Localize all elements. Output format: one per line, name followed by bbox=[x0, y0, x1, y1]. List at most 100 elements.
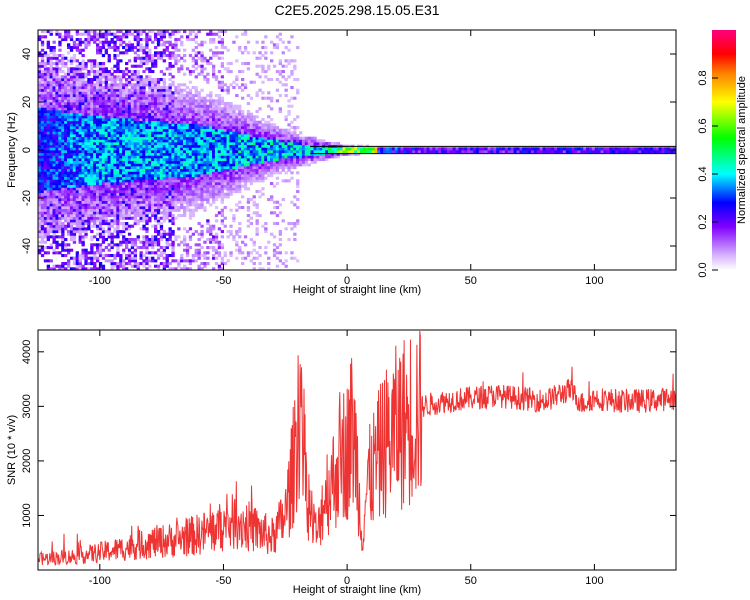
spectrogram-cell bbox=[110, 219, 114, 223]
spectrogram-cell bbox=[243, 136, 248, 140]
spectrogram-cell bbox=[209, 139, 213, 143]
spectrogram-cell bbox=[220, 131, 224, 135]
spectrogram-cell bbox=[104, 131, 108, 135]
spectrogram-cell bbox=[107, 174, 111, 178]
spectrogram-cell bbox=[171, 216, 175, 220]
spectrogram-cell bbox=[72, 110, 77, 114]
spectrogram-cell bbox=[154, 128, 158, 132]
spectrogram-cell bbox=[171, 222, 175, 226]
spectrogram-cell bbox=[133, 96, 137, 100]
spectrogram-cell bbox=[209, 32, 213, 36]
spectrogram-cell bbox=[180, 150, 184, 154]
spectrogram-cell bbox=[116, 158, 120, 162]
spectrogram-cell bbox=[249, 168, 253, 172]
spectrogram-cell bbox=[148, 107, 152, 111]
spectrogram-cell bbox=[171, 80, 175, 84]
spectrogram-cell bbox=[49, 163, 53, 167]
spectrogram-cell bbox=[40, 219, 45, 223]
spectrogram-cell bbox=[46, 187, 50, 191]
spectrogram-cell bbox=[197, 128, 201, 132]
spectrogram-cell bbox=[55, 30, 59, 34]
spectrogram-cell bbox=[84, 64, 88, 68]
spectrogram-cell bbox=[183, 155, 187, 159]
spectrogram-cell bbox=[130, 243, 135, 247]
spectrogram-cell bbox=[116, 67, 120, 71]
spectrogram-cell bbox=[43, 75, 48, 79]
spectrogram-cell bbox=[130, 163, 135, 167]
spectrogram-cell bbox=[130, 179, 135, 183]
spectrogram-cell bbox=[209, 203, 213, 207]
spectrogram-cell bbox=[46, 96, 50, 100]
spectrogram-cell bbox=[107, 155, 111, 159]
spectrogram-cell bbox=[38, 136, 42, 140]
spectrogram-cell bbox=[142, 155, 146, 159]
spectrogram-cell bbox=[107, 72, 111, 76]
spectrogram-cell bbox=[67, 144, 71, 148]
spectrogram-cell bbox=[75, 222, 79, 226]
spectrogram-cell bbox=[52, 248, 56, 252]
spectrogram-cell bbox=[110, 88, 114, 92]
spectrogram-cell bbox=[188, 216, 193, 220]
spectrogram-cell bbox=[145, 198, 149, 202]
spectrogram-cell bbox=[194, 206, 198, 210]
spectrogram-cell bbox=[104, 134, 108, 138]
spectrogram-cell bbox=[217, 96, 222, 100]
spectrogram-cell bbox=[212, 123, 216, 127]
spectrogram-cell bbox=[61, 59, 65, 63]
spectrogram-cell bbox=[243, 179, 248, 183]
spectrogram-cell bbox=[84, 203, 88, 207]
spectrogram-cell bbox=[122, 75, 126, 79]
spectrogram-cell bbox=[243, 168, 248, 172]
spectrogram-cell bbox=[133, 144, 137, 148]
spectrogram-cell bbox=[203, 67, 207, 71]
spectrogram-cell bbox=[125, 190, 129, 194]
spectrogram-cell bbox=[125, 46, 129, 50]
spectrogram-cell bbox=[194, 102, 198, 106]
spectrogram-cell bbox=[212, 70, 216, 74]
spectrogram-cell bbox=[69, 96, 74, 100]
spectrogram-cell bbox=[148, 158, 152, 162]
spectrogram-cell bbox=[185, 115, 190, 119]
spectrogram-cell bbox=[78, 206, 82, 210]
spectrogram-cell bbox=[58, 195, 62, 199]
spectrogram-cell bbox=[226, 128, 230, 132]
spectrogram-cell bbox=[72, 182, 77, 186]
spectrogram-cell bbox=[177, 112, 181, 116]
spectrogram-cell bbox=[197, 94, 201, 98]
spectrogram-cell bbox=[43, 230, 48, 234]
spectrogram-cell bbox=[171, 102, 175, 106]
spectrogram-cell bbox=[238, 147, 242, 151]
spectrogram-cell bbox=[139, 144, 143, 148]
spectrogram-cell bbox=[113, 104, 117, 108]
spectrogram-cell bbox=[107, 227, 111, 231]
spectrogram-cell bbox=[229, 166, 233, 170]
spectrogram-cell bbox=[232, 155, 236, 159]
spectrogram-cell bbox=[232, 163, 236, 167]
spectrogram-cell bbox=[67, 142, 71, 146]
spectrogram-cell bbox=[139, 184, 143, 188]
spectrogram-cell bbox=[119, 168, 123, 172]
spectrogram-cell bbox=[171, 120, 175, 124]
spectrogram-cell bbox=[183, 163, 187, 167]
spectrogram-cell bbox=[249, 238, 253, 242]
spectrogram-cell bbox=[241, 78, 245, 82]
spectrogram-cell bbox=[46, 86, 50, 90]
spectrogram-cell bbox=[125, 128, 129, 132]
spectrogram-cell bbox=[107, 104, 111, 108]
spectrogram-cell bbox=[119, 78, 123, 82]
spectrogram-cell bbox=[142, 187, 146, 191]
spectrogram-cell bbox=[101, 128, 106, 132]
spectrogram-cell bbox=[107, 99, 111, 103]
spectrogram-cell bbox=[243, 46, 248, 50]
spectrogram-cell bbox=[98, 35, 103, 39]
spectrogram-cell bbox=[156, 192, 161, 196]
spectrogram-cell bbox=[84, 195, 88, 199]
spectrogram-cell bbox=[171, 107, 175, 111]
spectrogram-cell bbox=[177, 150, 181, 154]
spectrogram-cell bbox=[72, 70, 77, 74]
spectrogram-cell bbox=[223, 104, 227, 108]
spectrogram-cell bbox=[177, 104, 181, 108]
spectrogram-cell bbox=[104, 254, 108, 258]
spectrogram-cell bbox=[139, 78, 143, 82]
spectrogram-cell bbox=[145, 248, 149, 252]
